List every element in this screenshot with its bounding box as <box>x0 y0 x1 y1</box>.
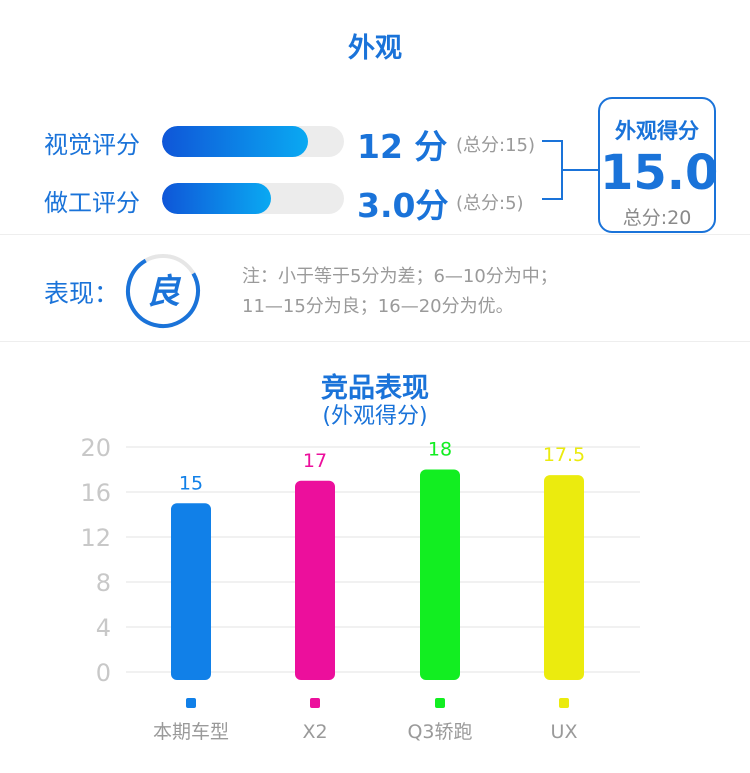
bracket-connector <box>542 140 598 200</box>
workmanship-rating-bar-fill <box>162 183 272 214</box>
total-score-value: 15.0 <box>600 145 719 201</box>
bar <box>171 503 211 680</box>
bar <box>420 469 460 680</box>
grade-badge: 良 <box>126 254 200 328</box>
legend-swatch <box>435 698 445 708</box>
visual-rating-bar <box>162 126 344 157</box>
page-title: 外观 <box>348 33 402 64</box>
y-tick-label: 16 <box>80 479 111 507</box>
chart-subtitle: (外观得分) <box>322 404 428 429</box>
bar <box>295 480 335 680</box>
total-score-max: 总分:20 <box>622 207 692 229</box>
total-score-label: 外观得分 <box>615 119 699 143</box>
y-tick-label: 12 <box>80 524 111 552</box>
visual-rating-total: (总分:15) <box>456 135 536 156</box>
visual-rating-score: 12 分 <box>357 127 448 166</box>
bar-value-label: 17.5 <box>543 444 585 466</box>
y-tick-label: 0 <box>96 659 111 687</box>
bar <box>544 475 584 680</box>
legend-swatch <box>310 698 320 708</box>
bar-value-label: 15 <box>179 472 203 494</box>
workmanship-rating-score: 3.0分 <box>357 186 449 225</box>
performance-label: 表现： <box>44 279 120 308</box>
grade-text: 良 <box>146 272 182 312</box>
legend-swatch <box>186 698 196 708</box>
visual-rating-bar-fill <box>162 126 308 157</box>
y-tick-label: 8 <box>96 569 111 597</box>
bar-value-label: 18 <box>428 439 452 461</box>
divider <box>0 234 750 235</box>
y-tick-label: 4 <box>96 614 111 642</box>
legend-swatch <box>559 698 569 708</box>
workmanship-rating-total: (总分:5) <box>456 193 524 214</box>
category-label: 本期车型 <box>153 721 229 743</box>
chart-title: 竞品表现 <box>321 373 429 404</box>
divider <box>0 341 750 342</box>
workmanship-rating-label: 做工评分 <box>44 189 140 217</box>
category-label: UX <box>551 721 578 743</box>
y-tick-label: 20 <box>80 434 111 462</box>
grade-note-line-1: 注：小于等于5分为差；6—10分为中； <box>242 266 558 287</box>
grade-note-line-2: 11—15分为良；16—20分为优。 <box>242 296 514 317</box>
workmanship-rating-bar <box>162 183 344 214</box>
visual-rating-label: 视觉评分 <box>44 131 140 159</box>
total-score-box: 外观得分 15.0 总分:20 <box>598 97 719 233</box>
category-label: X2 <box>302 721 327 743</box>
category-label: Q3轿跑 <box>407 721 472 743</box>
bar-value-label: 17 <box>303 450 327 472</box>
